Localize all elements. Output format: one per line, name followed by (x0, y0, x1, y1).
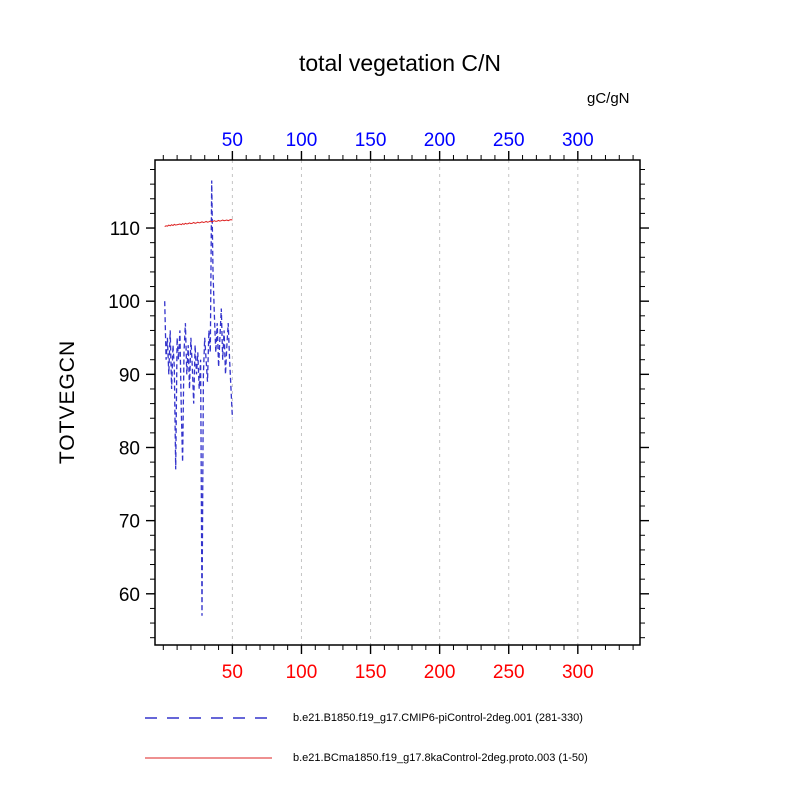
top-axis-unit-label: gC/gN (587, 90, 630, 107)
legend-label: b.e21.B1850.f19_g17.CMIP6-piControl-2deg… (293, 712, 583, 724)
legend-label: b.e21.BCma1850.f19_g17.8kaControl-2deg.p… (293, 752, 588, 764)
x-tick-label-top: 100 (286, 130, 318, 151)
chart-title: total vegetation C/N (298, 50, 501, 76)
x-tick-label-top: 300 (562, 130, 594, 151)
x-tick-label-bottom: 100 (286, 662, 318, 683)
x-tick-label-top: 200 (424, 130, 456, 151)
legend-item-8kacontrol: b.e21.BCma1850.f19_g17.8kaControl-2deg.p… (145, 747, 588, 769)
y-tick-label: 60 (119, 585, 140, 606)
plot-frame (154, 159, 641, 646)
y-tick-label: 90 (119, 365, 140, 386)
x-tick-label-bottom: 50 (222, 662, 243, 683)
x-tick-label-bottom: 250 (493, 662, 525, 683)
series-line-0 (164, 180, 234, 616)
legend-item-picontrol: b.e21.B1850.f19_g17.CMIP6-piControl-2deg… (145, 707, 583, 729)
x-tick-label-bottom: 300 (562, 662, 594, 683)
x-tick-label-top: 50 (222, 130, 243, 151)
x-tick-label-top: 250 (493, 130, 525, 151)
y-tick-label: 100 (108, 292, 140, 313)
series-line-1 (164, 219, 233, 228)
x-tick-label-bottom: 200 (424, 662, 456, 683)
y-tick-label: 80 (119, 438, 140, 459)
y-tick-label: 70 (119, 512, 140, 533)
legend-line-sample-solid (145, 757, 272, 759)
x-tick-label-bottom: 150 (355, 662, 387, 683)
x-tick-label-top: 150 (355, 130, 387, 151)
legend-line-sample-dashed (145, 717, 272, 719)
y-tick-label: 110 (110, 219, 140, 240)
